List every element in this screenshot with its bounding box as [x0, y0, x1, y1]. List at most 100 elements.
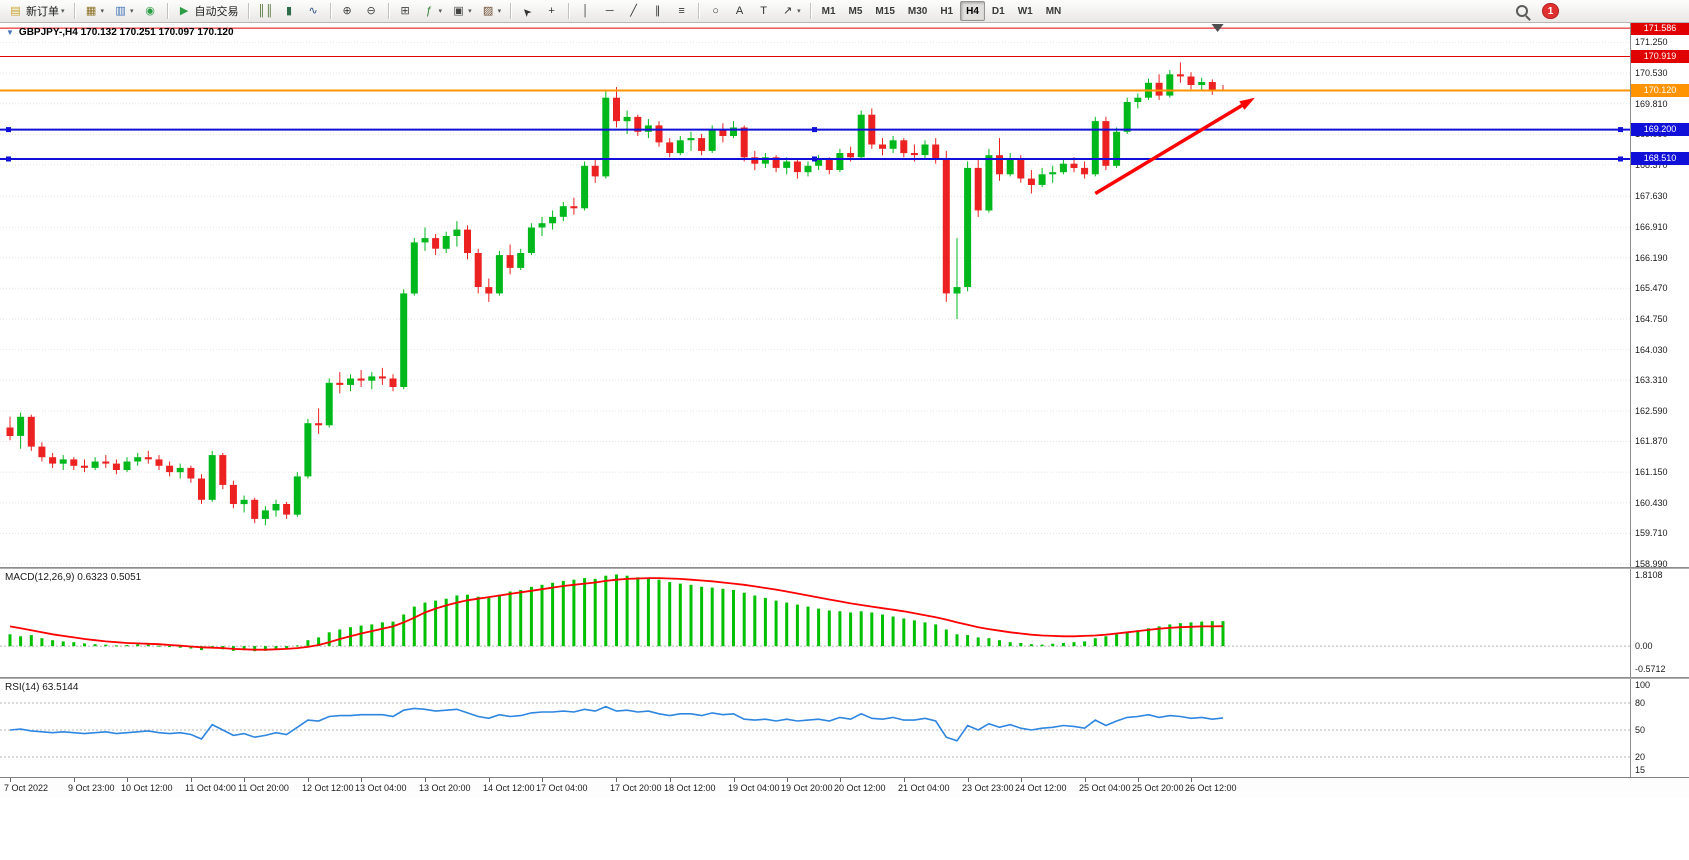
rsi-scale[interactable]: 100 80 50 20 15 [1630, 679, 1689, 777]
line-chart-button[interactable]: ∿ [302, 1, 325, 21]
price-scale[interactable]: 171.250170.530169.810169.090168.370167.6… [1630, 22, 1689, 569]
chart-window: ▼ GBPJPY-,H4 170.132 170.251 170.097 170… [0, 22, 1689, 860]
fibonacci-button[interactable]: ≡ [670, 1, 693, 21]
collapse-arrow-icon[interactable]: ▼ [6, 28, 14, 37]
chevron-down-icon: ▾ [100, 8, 105, 15]
pane-separator[interactable] [0, 677, 1689, 679]
hline-handle[interactable] [6, 127, 11, 133]
templates-icon: ▨ [482, 4, 494, 17]
trend-arrow[interactable] [1094, 97, 1255, 196]
timeframes-button[interactable]: ▣ ▾ [447, 1, 476, 21]
price-chart-canvas[interactable] [0, 22, 1630, 567]
time-axis-label: 14 Oct 12:00 [483, 783, 535, 793]
arrows-button[interactable]: ↗ ▾ [776, 1, 805, 21]
crosshair-button[interactable]: + [540, 1, 563, 21]
price-scale-label: 160.430 [1635, 498, 1668, 508]
timeframe-m5[interactable]: M5 [843, 1, 869, 21]
time-axis-tick [425, 778, 426, 782]
time-axis-tick [904, 778, 905, 782]
search-icon[interactable] [1516, 5, 1528, 17]
bar-chart-button[interactable]: ║║ [254, 1, 277, 21]
vertical-line-button[interactable]: │ [574, 1, 597, 21]
hline-handle[interactable] [1618, 127, 1623, 133]
timeframe-h4[interactable]: H4 [960, 1, 985, 21]
hline-handle[interactable] [1618, 156, 1623, 162]
cursor-icon: ➤ [519, 3, 535, 19]
rsi-scale-label: 15 [1635, 765, 1646, 775]
toolbar-separator [510, 3, 512, 19]
line-chart-icon: ∿ [308, 4, 318, 17]
chevron-down-icon: ▾ [130, 8, 134, 15]
time-axis-tick [1085, 778, 1086, 782]
new-order-button[interactable]: ▤ 新订单 ▾ [4, 1, 69, 21]
crosshair-icon: + [548, 4, 555, 17]
zoom-in-button[interactable]: ⊕ [336, 1, 359, 21]
time-axis-tick [616, 778, 617, 782]
timeframe-m1-label: M1 [821, 5, 836, 17]
channel-button[interactable]: ∥ [646, 1, 669, 21]
candles[interactable] [6, 62, 1227, 526]
cursor-button[interactable]: ➤ [516, 1, 539, 21]
arrows-icon: ↗ [782, 4, 793, 17]
toolbar-separator [73, 3, 75, 19]
indicators-icon: ƒ [425, 4, 433, 17]
chevron-down-icon: ▾ [61, 8, 65, 15]
time-axis-tick [670, 778, 671, 782]
time-axis-label: 19 Oct 20:00 [781, 783, 833, 793]
hline-handle[interactable] [812, 156, 817, 162]
price-tag: 169.200 [1631, 123, 1689, 136]
macd-scale[interactable]: 1.8108 0.00 -0.5712 [1630, 569, 1689, 677]
time-axis-label: 17 Oct 04:00 [536, 783, 588, 793]
shapes-button[interactable]: ○ [704, 1, 727, 21]
pane-separator[interactable] [0, 567, 1689, 569]
time-axis-tick [10, 778, 11, 782]
indicators-button[interactable]: ƒ ▾ [418, 1, 447, 21]
price-scale-label: 169.810 [1635, 99, 1668, 109]
timeframe-d1[interactable]: D1 [986, 1, 1011, 21]
tile-windows-icon: ⊞ [400, 4, 410, 17]
macd-chart-canvas[interactable] [0, 569, 1630, 677]
timeframe-m1[interactable]: M1 [816, 1, 842, 21]
price-scale-label: 167.630 [1635, 191, 1668, 201]
text-label-button[interactable]: T [752, 1, 775, 21]
timeframe-mn[interactable]: MN [1040, 1, 1068, 21]
time-axis-tick [244, 778, 245, 782]
timeframe-h1-label: H1 [940, 5, 954, 17]
price-scale-label: 163.310 [1635, 375, 1668, 385]
data-window-button[interactable]: ◉ [139, 1, 162, 21]
trendline-button[interactable]: ╱ [622, 1, 645, 21]
timeframe-m30[interactable]: M30 [902, 1, 933, 21]
timeframe-h1[interactable]: H1 [934, 1, 959, 21]
price-scale-label: 161.150 [1635, 467, 1668, 477]
time-axis-tick [542, 778, 543, 782]
hline-handle[interactable] [812, 127, 817, 133]
price-scale-label: 166.190 [1635, 253, 1668, 263]
macd-label: MACD(12,26,9) 0.6323 0.5051 [5, 572, 142, 583]
candlestick-chart-button[interactable]: ▮ [278, 1, 301, 21]
rsi-chart-canvas[interactable] [0, 679, 1630, 777]
timeframe-m15[interactable]: M15 [869, 1, 900, 21]
zoom-in-icon: ⊕ [342, 4, 352, 17]
new-chart-button[interactable]: ▦ ▾ [80, 1, 109, 21]
timeframe-w1[interactable]: W1 [1012, 1, 1039, 21]
time-axis[interactable]: 7 Oct 2022 9 Oct 23:00 10 Oct 12:00 11 Oct … [0, 777, 1689, 798]
rsi-scale-label: 100 [1635, 680, 1651, 690]
templates-button[interactable]: ▨ ▾ [477, 1, 506, 21]
time-axis-tick [1021, 778, 1022, 782]
timeframe-h4-label: H4 [966, 5, 979, 17]
hline-handle[interactable] [6, 156, 11, 162]
rsi-scale-label: 50 [1635, 725, 1646, 735]
zoom-out-button[interactable]: ⊖ [360, 1, 383, 21]
autotrading-button[interactable]: ▶ 自动交易 [173, 1, 243, 21]
rsi-pane: RSI(14) 63.5144 100 80 50 20 15 [0, 679, 1689, 777]
horizontal-line-button[interactable]: ─ [598, 1, 621, 21]
text-label-icon: T [760, 4, 767, 17]
price-scale-label: 165.470 [1635, 283, 1668, 293]
chart-shift-marker[interactable] [1211, 24, 1224, 32]
text-icon: A [735, 4, 744, 17]
profiles-button[interactable]: ▥ ▾ [109, 1, 138, 21]
tile-windows-button[interactable]: ⊞ [394, 1, 417, 21]
notification-badge[interactable]: 1 [1542, 3, 1559, 19]
chevron-down-icon: ▾ [797, 8, 801, 15]
text-button[interactable]: A [728, 1, 751, 21]
